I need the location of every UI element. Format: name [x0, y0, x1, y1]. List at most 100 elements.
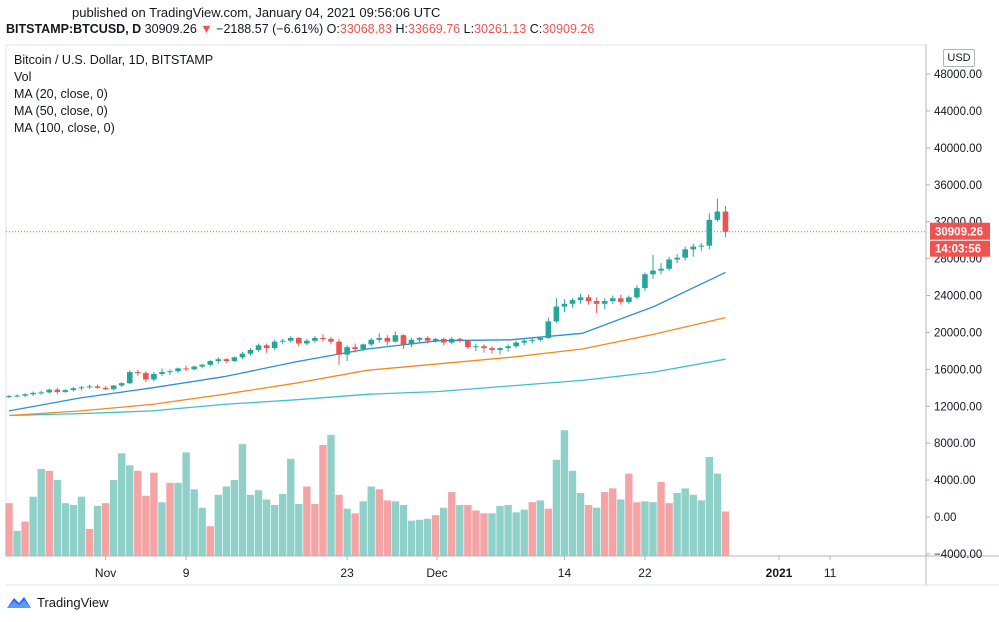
symbol: BITSTAMP:BTCUSD, D	[6, 22, 142, 36]
volume-bar	[53, 480, 61, 556]
candle-body	[537, 337, 544, 340]
candle-body	[167, 371, 173, 373]
legend-item-vol[interactable]: Vol	[14, 70, 32, 84]
candle	[400, 334, 407, 350]
volume-bar	[287, 458, 295, 556]
volume-bar	[544, 508, 553, 556]
price-tick-label: 0.00	[934, 512, 956, 524]
candle	[529, 337, 536, 344]
candle-body	[110, 385, 117, 390]
price-tick-label: 40000.00	[934, 143, 982, 155]
volume-bar	[407, 520, 416, 556]
price-tick-label: 12000.00	[934, 401, 982, 413]
legend-item-ma50[interactable]: MA (50, close, 0)	[14, 104, 108, 118]
candle	[255, 343, 262, 352]
candle	[70, 386, 77, 392]
candle	[231, 356, 238, 362]
candle	[304, 338, 310, 346]
volume-bar	[713, 473, 722, 556]
open-label: O:	[326, 22, 340, 36]
legend-item-ma100[interactable]: MA (100, close, 0)	[14, 121, 115, 135]
candle-body	[126, 372, 133, 384]
currency-button[interactable]: USD	[943, 49, 975, 67]
volume-bar	[246, 494, 255, 556]
candle	[336, 338, 342, 365]
candle-body	[545, 321, 552, 338]
tradingview-logo-icon	[7, 597, 31, 608]
candle	[666, 256, 672, 271]
candle	[537, 337, 544, 342]
candle	[14, 394, 20, 398]
candle-body	[271, 341, 278, 349]
candle-body	[312, 337, 318, 341]
candle-body	[46, 389, 53, 393]
legend-item-ma20[interactable]: MA (20, close, 0)	[14, 87, 108, 101]
volume-bar	[150, 472, 158, 556]
volume-bar	[351, 513, 359, 556]
volume-bar	[45, 470, 53, 556]
price-tick-label: 48000.00	[934, 69, 982, 81]
volume-bar	[472, 510, 480, 556]
candle	[489, 346, 495, 354]
volume-bar	[520, 509, 528, 556]
candle-body	[30, 392, 36, 395]
price-axis: 48000.0044000.0040000.0036000.0032000.00…	[926, 69, 982, 561]
ma50-line	[8, 316, 726, 417]
candle	[328, 337, 334, 345]
volume-bar	[359, 501, 367, 556]
volume-bar	[512, 512, 520, 556]
volume-bar	[681, 488, 689, 556]
volume-bar	[262, 499, 271, 556]
candle-body	[118, 383, 125, 386]
candle	[287, 336, 294, 343]
candle	[30, 391, 36, 397]
candle	[376, 333, 383, 343]
volume-bar	[230, 480, 239, 556]
candle	[569, 298, 576, 308]
volume-bar	[295, 504, 303, 556]
candle	[22, 393, 28, 398]
volume-bar	[29, 496, 37, 556]
candle	[151, 372, 157, 382]
candle-body	[159, 372, 165, 374]
volume-bar	[528, 502, 536, 556]
volume-bar	[504, 505, 512, 556]
volume-bar	[496, 505, 504, 556]
volume-bar	[118, 453, 126, 556]
candle-body	[94, 386, 101, 388]
candle-body	[658, 268, 664, 271]
candle	[440, 337, 447, 346]
volume-bar	[174, 482, 182, 556]
volume-bar	[21, 521, 29, 556]
candle-body	[263, 345, 270, 349]
candle	[424, 336, 431, 344]
candle-body	[465, 340, 471, 348]
candle	[102, 385, 109, 391]
candle-body	[690, 246, 697, 250]
candle	[143, 371, 149, 383]
candle-body	[674, 257, 680, 260]
candle-body	[247, 349, 254, 354]
candle	[94, 384, 101, 389]
volume-bar	[399, 505, 408, 556]
candle	[682, 246, 688, 261]
candle-body	[239, 353, 246, 358]
volume-bar	[319, 445, 327, 556]
candle-body	[6, 396, 12, 398]
candle	[247, 348, 254, 356]
last-price-label: 30909.26	[935, 227, 983, 239]
candle-body	[223, 359, 230, 362]
candle	[360, 343, 366, 351]
volume-bar	[222, 486, 231, 556]
volume-bar	[617, 499, 625, 556]
candle-body	[448, 338, 455, 343]
volume-bar	[415, 519, 424, 556]
chart-legend: Bitcoin / U.S. Dollar, 1D, BITSTAMP Vol …	[14, 52, 213, 137]
candle-body	[577, 297, 584, 301]
countdown-label: 14:03:56	[935, 244, 981, 256]
candle	[279, 338, 286, 345]
volume-bar	[383, 500, 392, 556]
time-tick-label: 14	[558, 566, 572, 580]
volume-bar	[689, 494, 697, 556]
